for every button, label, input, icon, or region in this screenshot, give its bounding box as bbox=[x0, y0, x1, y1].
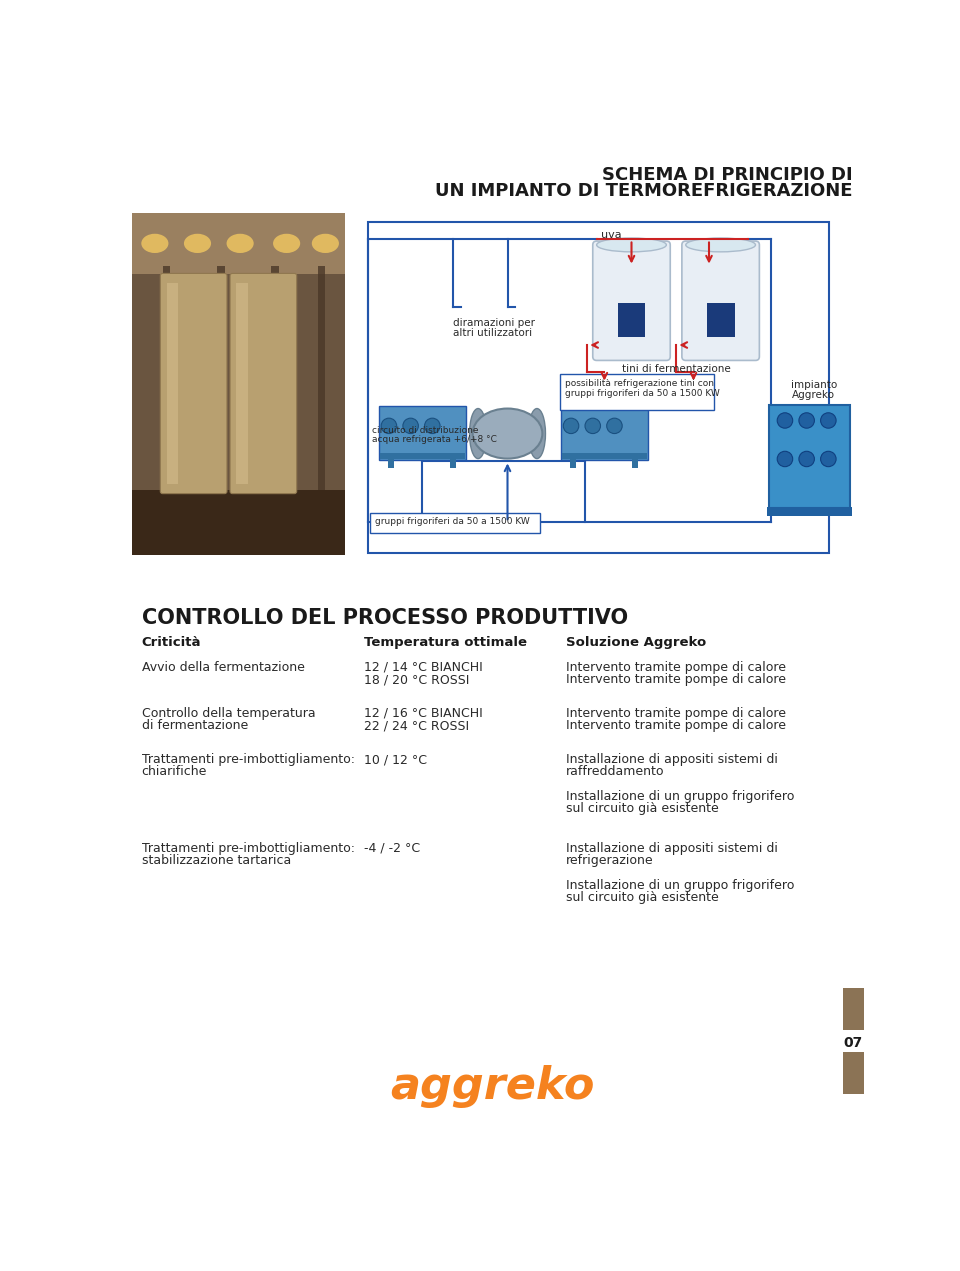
Bar bbox=[388, 459, 395, 468]
Bar bbox=[166, 283, 179, 484]
FancyBboxPatch shape bbox=[371, 513, 540, 533]
Text: raffreddamento: raffreddamento bbox=[565, 765, 664, 778]
Text: Avvio della fermentazione: Avvio della fermentazione bbox=[142, 661, 304, 674]
Bar bbox=[562, 452, 647, 459]
Circle shape bbox=[564, 418, 579, 433]
FancyBboxPatch shape bbox=[770, 405, 850, 508]
Text: 07: 07 bbox=[844, 1036, 863, 1050]
Text: Intervento tramite pompe di calore: Intervento tramite pompe di calore bbox=[565, 674, 785, 686]
FancyBboxPatch shape bbox=[682, 241, 759, 361]
Bar bbox=[617, 304, 645, 337]
Circle shape bbox=[381, 418, 396, 433]
Circle shape bbox=[778, 451, 793, 466]
FancyBboxPatch shape bbox=[592, 241, 670, 361]
Bar bbox=[132, 212, 345, 555]
Circle shape bbox=[403, 418, 419, 433]
Text: 18 / 20 °C ROSSI: 18 / 20 °C ROSSI bbox=[364, 674, 469, 686]
Text: aggreko: aggreko bbox=[390, 1065, 594, 1108]
FancyBboxPatch shape bbox=[160, 273, 227, 493]
Text: Installazione di un gruppo frigorifero: Installazione di un gruppo frigorifero bbox=[565, 791, 794, 803]
Circle shape bbox=[778, 413, 793, 428]
Text: UN IMPIANTO DI TERMOREFRIGERAZIONE: UN IMPIANTO DI TERMOREFRIGERAZIONE bbox=[435, 182, 852, 200]
Text: Criticità: Criticità bbox=[142, 636, 202, 649]
Text: Soluzione Aggreko: Soluzione Aggreko bbox=[565, 636, 706, 649]
Text: sul circuito già esistente: sul circuito già esistente bbox=[565, 802, 718, 816]
Circle shape bbox=[821, 413, 836, 428]
Ellipse shape bbox=[184, 234, 211, 253]
Text: chiarifiche: chiarifiche bbox=[142, 765, 207, 778]
Ellipse shape bbox=[312, 234, 339, 253]
Bar bbox=[707, 304, 734, 337]
Text: 10 / 12 °C: 10 / 12 °C bbox=[364, 754, 427, 766]
Text: Trattamenti pre-imbottigliamento:: Trattamenti pre-imbottigliamento: bbox=[142, 754, 354, 766]
Text: sul circuito già esistente: sul circuito già esistente bbox=[565, 891, 718, 904]
Bar bbox=[271, 267, 278, 555]
Text: Temperatura ottimale: Temperatura ottimale bbox=[364, 636, 527, 649]
Bar bbox=[162, 267, 170, 555]
Text: Installazione di un gruppo frigorifero: Installazione di un gruppo frigorifero bbox=[565, 878, 794, 892]
Text: Installazione di appositi sistemi di: Installazione di appositi sistemi di bbox=[565, 841, 778, 854]
Text: di fermentazione: di fermentazione bbox=[142, 719, 248, 732]
Text: Installazione di appositi sistemi di: Installazione di appositi sistemi di bbox=[565, 754, 778, 766]
Bar bbox=[368, 222, 829, 553]
FancyBboxPatch shape bbox=[230, 273, 297, 493]
Circle shape bbox=[799, 413, 814, 428]
Bar bbox=[633, 459, 638, 468]
Text: gruppi frigoriferi da 50 a 1500 KW: gruppi frigoriferi da 50 a 1500 KW bbox=[375, 517, 530, 526]
Circle shape bbox=[585, 418, 601, 433]
Bar bbox=[132, 489, 345, 555]
Bar bbox=[450, 459, 456, 468]
Text: possibilità refrigerazione tini con: possibilità refrigerazione tini con bbox=[564, 379, 714, 388]
Ellipse shape bbox=[141, 234, 168, 253]
Text: 12 / 14 °C BIANCHI: 12 / 14 °C BIANCHI bbox=[364, 661, 483, 674]
Text: SCHEMA DI PRINCIPIO DI: SCHEMA DI PRINCIPIO DI bbox=[602, 167, 852, 184]
Bar bbox=[843, 1052, 864, 1094]
Ellipse shape bbox=[273, 234, 300, 253]
Text: uva: uva bbox=[601, 230, 621, 239]
Text: Trattamenti pre-imbottigliamento:: Trattamenti pre-imbottigliamento: bbox=[142, 841, 354, 854]
FancyBboxPatch shape bbox=[561, 374, 714, 409]
Bar bbox=[236, 283, 248, 484]
Ellipse shape bbox=[685, 238, 756, 252]
Text: Intervento tramite pompe di calore: Intervento tramite pompe di calore bbox=[565, 707, 785, 719]
Ellipse shape bbox=[596, 238, 666, 252]
Text: Intervento tramite pompe di calore: Intervento tramite pompe di calore bbox=[565, 719, 785, 732]
Text: diramazioni per: diramazioni per bbox=[453, 318, 536, 328]
Circle shape bbox=[424, 418, 440, 433]
Bar bbox=[217, 267, 225, 555]
FancyBboxPatch shape bbox=[379, 405, 466, 460]
Text: Intervento tramite pompe di calore: Intervento tramite pompe di calore bbox=[565, 661, 785, 674]
Circle shape bbox=[799, 451, 814, 466]
Text: CONTROLLO DEL PROCESSO PRODUTTIVO: CONTROLLO DEL PROCESSO PRODUTTIVO bbox=[142, 609, 628, 628]
Circle shape bbox=[607, 418, 622, 433]
Text: refrigerazione: refrigerazione bbox=[565, 854, 653, 867]
Text: altri utilizzatori: altri utilizzatori bbox=[453, 328, 533, 338]
Text: -4 / -2 °C: -4 / -2 °C bbox=[364, 841, 420, 854]
Text: acqua refrigerata +6/+8 °C: acqua refrigerata +6/+8 °C bbox=[372, 435, 496, 444]
Ellipse shape bbox=[472, 408, 542, 459]
Ellipse shape bbox=[528, 408, 545, 459]
Text: Aggreko: Aggreko bbox=[792, 390, 835, 399]
Text: gruppi frigoriferi da 50 a 1500 KW: gruppi frigoriferi da 50 a 1500 KW bbox=[564, 389, 720, 398]
FancyBboxPatch shape bbox=[561, 405, 648, 460]
Bar bbox=[379, 452, 465, 459]
Bar bbox=[570, 459, 576, 468]
Bar bbox=[352, 212, 852, 555]
Bar bbox=[843, 988, 864, 1031]
Text: Controllo della temperatura: Controllo della temperatura bbox=[142, 707, 315, 719]
Text: 12 / 16 °C BIANCHI: 12 / 16 °C BIANCHI bbox=[364, 707, 483, 719]
Circle shape bbox=[821, 451, 836, 466]
Text: tini di fermentazione: tini di fermentazione bbox=[622, 365, 731, 374]
Text: stabilizzazione tartarica: stabilizzazione tartarica bbox=[142, 854, 291, 867]
Bar bbox=[767, 507, 852, 516]
Bar bbox=[132, 212, 345, 275]
Text: impianto: impianto bbox=[790, 380, 837, 390]
Ellipse shape bbox=[469, 408, 487, 459]
Text: 22 / 24 °C ROSSI: 22 / 24 °C ROSSI bbox=[364, 719, 469, 732]
Text: circuito di distribuzione: circuito di distribuzione bbox=[372, 426, 478, 435]
Bar bbox=[318, 267, 325, 555]
Ellipse shape bbox=[227, 234, 253, 253]
